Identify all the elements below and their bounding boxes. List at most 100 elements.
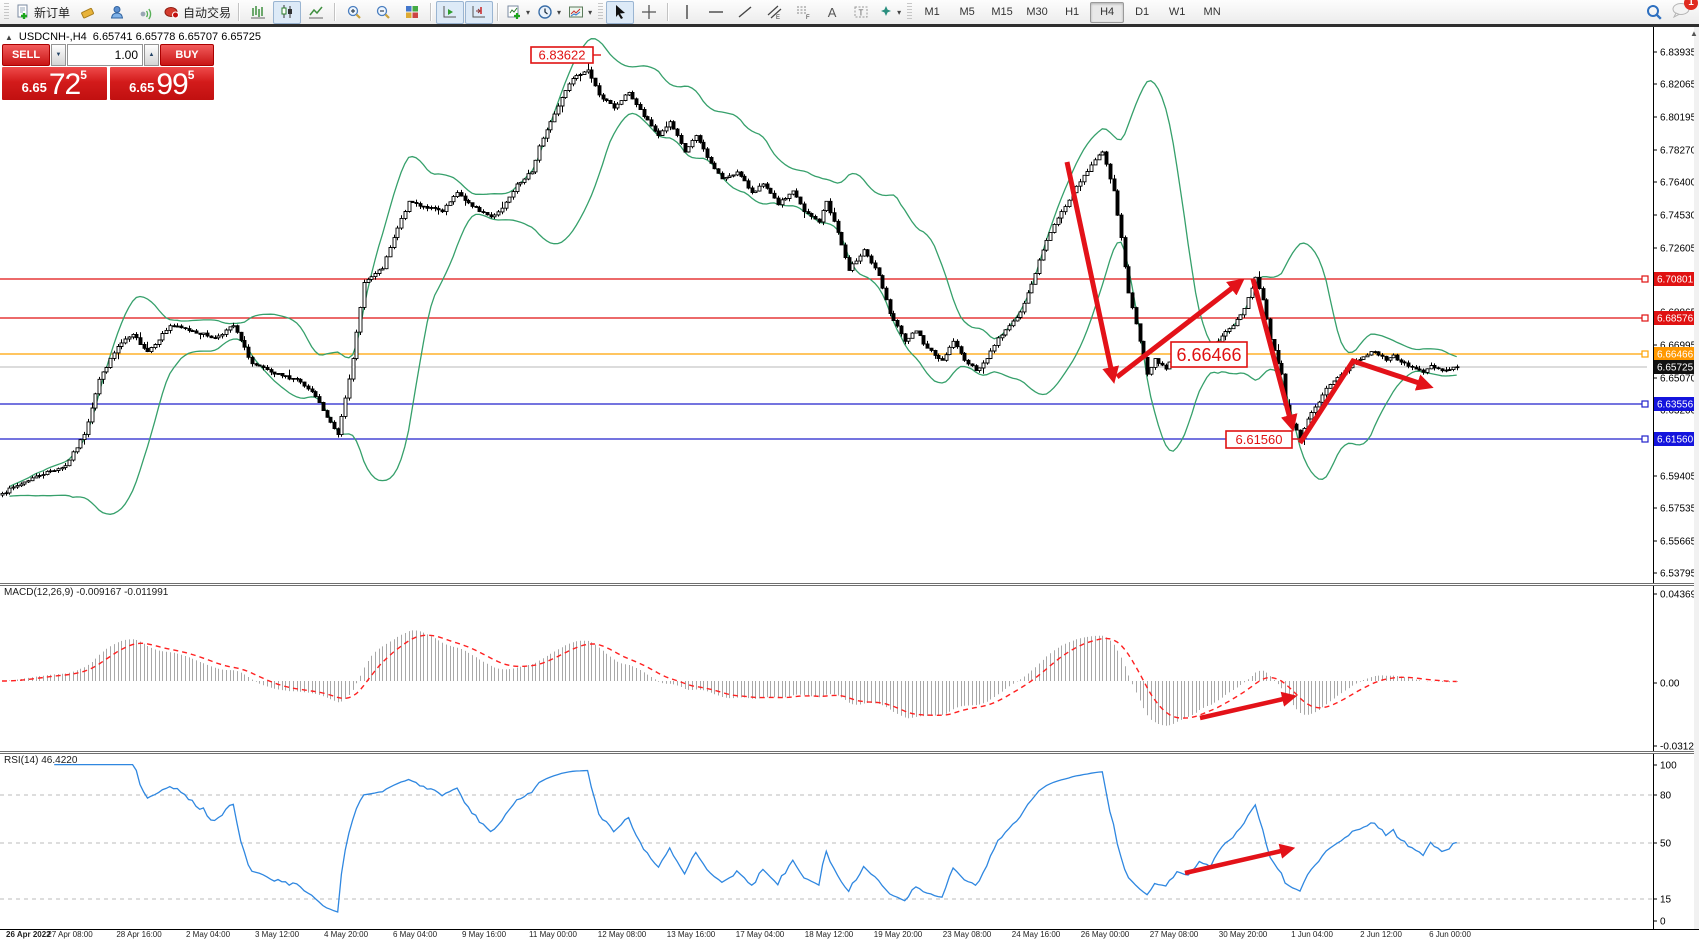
sell-price-big: 72 bbox=[48, 68, 81, 101]
chat-button[interactable]: 1 bbox=[1671, 0, 1698, 23]
buy-price-display[interactable]: 6.65 99 5 bbox=[109, 67, 214, 100]
crosshair-button[interactable] bbox=[635, 1, 663, 24]
svg-text:6.66995: 6.66995 bbox=[1660, 341, 1697, 352]
bar-chart-icon bbox=[251, 6, 266, 19]
equidistant-channel-icon: E bbox=[767, 5, 782, 20]
clock-icon bbox=[538, 5, 552, 19]
fibonacci-button[interactable]: F bbox=[789, 1, 817, 24]
auto-scroll-icon bbox=[443, 6, 457, 18]
ohlc-values: 6.65741 6.65778 6.65707 6.65725 bbox=[92, 31, 261, 43]
fibonacci-icon: F bbox=[797, 6, 810, 20]
chevron-down-icon: ▾ bbox=[557, 7, 562, 17]
tile-windows-icon bbox=[406, 6, 419, 18]
window-frame-strip bbox=[0, 24, 1699, 27]
time-label: 3 May 12:00 bbox=[254, 930, 300, 939]
line-chart-button[interactable] bbox=[302, 1, 330, 24]
candle-chart-button[interactable] bbox=[273, 0, 302, 24]
time-label: 26 Apr 2022 bbox=[6, 930, 51, 939]
timeframe-W1[interactable]: W1 bbox=[1168, 6, 1186, 18]
volume-decrease-button[interactable]: ▼ bbox=[51, 44, 66, 66]
sell-price-sup: 5 bbox=[80, 68, 87, 82]
svg-text:6.68576: 6.68576 bbox=[1657, 314, 1694, 325]
timeframe-M15[interactable]: M15 bbox=[991, 6, 1013, 18]
toolbar: 新订单 自动交易 bbox=[0, 0, 1699, 24]
sell-price-display[interactable]: 6.65 72 5 bbox=[2, 67, 107, 100]
crosshair-icon bbox=[642, 5, 657, 19]
timeframe-D1[interactable]: D1 bbox=[1135, 6, 1150, 18]
time-label: 23 May 08:00 bbox=[942, 930, 992, 939]
equidistant-channel-button[interactable]: E bbox=[760, 1, 788, 24]
buy-price-small: 6.65 bbox=[129, 80, 155, 95]
svg-text:6.57535: 6.57535 bbox=[1660, 504, 1697, 515]
notification-badge: 1 bbox=[1684, 0, 1698, 10]
eraser-button[interactable] bbox=[74, 1, 102, 24]
chart-shift-button[interactable] bbox=[465, 0, 494, 24]
time-label: 27 Apr 08:00 bbox=[47, 930, 93, 939]
timeframe-MN[interactable]: MN bbox=[1203, 6, 1221, 18]
time-label: 19 May 20:00 bbox=[873, 930, 923, 939]
svg-text:6.55665: 6.55665 bbox=[1660, 537, 1697, 548]
rsi-pane-separator[interactable] bbox=[0, 751, 1699, 754]
time-label: 4 May 20:00 bbox=[323, 930, 369, 939]
trend-line-button[interactable] bbox=[731, 1, 759, 24]
search-icon[interactable] bbox=[1646, 4, 1663, 21]
svg-text:6.61560: 6.61560 bbox=[1236, 432, 1283, 447]
one-click-trading-panel: SELL ▼ 1.00 ▲ BUY 6.65 72 5 6.65 99 5 bbox=[2, 44, 214, 100]
autotrade-button[interactable]: 自动交易 bbox=[161, 1, 234, 24]
alerts-button[interactable] bbox=[132, 1, 160, 24]
time-label: 26 May 00:00 bbox=[1080, 930, 1130, 939]
toolbar-grip[interactable] bbox=[907, 3, 913, 21]
volume-input[interactable]: 1.00 bbox=[67, 44, 143, 66]
chevron-down-icon: ▾ bbox=[588, 7, 593, 17]
cursor-button[interactable] bbox=[606, 0, 635, 24]
svg-text:6.53795: 6.53795 bbox=[1660, 569, 1697, 580]
time-label: 6 Jun 00:00 bbox=[1429, 930, 1471, 939]
tile-windows-button[interactable] bbox=[398, 1, 426, 24]
toolbar-grip[interactable] bbox=[598, 3, 604, 21]
time-label: 9 May 16:00 bbox=[461, 930, 507, 939]
sell-button[interactable]: SELL bbox=[2, 44, 50, 66]
auto-scroll-button[interactable] bbox=[436, 0, 465, 24]
time-label: 27 May 08:00 bbox=[1149, 930, 1199, 939]
timeframe-H1[interactable]: H1 bbox=[1065, 6, 1080, 18]
text-annotation-button[interactable]: A bbox=[818, 1, 846, 24]
timeframe-H4[interactable]: H4 bbox=[1090, 1, 1125, 23]
vertical-scrollbar[interactable] bbox=[1694, 27, 1699, 929]
periods-button[interactable]: ▾ bbox=[534, 1, 564, 24]
macd-pane-separator[interactable] bbox=[0, 583, 1699, 586]
svg-text:6.78270: 6.78270 bbox=[1660, 146, 1697, 157]
zoom-in-button[interactable] bbox=[340, 1, 368, 24]
autotrade-icon bbox=[164, 7, 180, 19]
horizontal-line-button[interactable] bbox=[702, 1, 730, 24]
time-axis[interactable]: 26 Apr 2022 27 Apr 08:00 28 Apr 16:00 2 May… bbox=[0, 930, 1699, 941]
profiles-button[interactable] bbox=[103, 1, 131, 24]
shapes-button[interactable]: ▾ bbox=[876, 1, 904, 24]
line-chart-icon bbox=[309, 6, 324, 19]
time-label: 2 May 04:00 bbox=[185, 930, 231, 939]
new-order-button[interactable]: 新订单 bbox=[12, 1, 73, 24]
templates-button[interactable]: ▾ bbox=[565, 1, 595, 24]
volume-increase-button[interactable]: ▲ bbox=[144, 44, 159, 66]
svg-text:50: 50 bbox=[1660, 839, 1672, 850]
timeframe-M5[interactable]: M5 bbox=[959, 6, 975, 18]
timeframe-M1[interactable]: M1 bbox=[924, 6, 940, 18]
svg-text:-0.031271: -0.031271 bbox=[1660, 742, 1699, 753]
svg-text:0: 0 bbox=[1660, 917, 1666, 928]
price-axis-border bbox=[1653, 27, 1654, 929]
toolbar-grip[interactable] bbox=[4, 3, 9, 21]
timeframe-M30[interactable]: M30 bbox=[1026, 6, 1048, 18]
bar-chart-button[interactable] bbox=[244, 1, 272, 24]
buy-button[interactable]: BUY bbox=[160, 44, 214, 66]
time-label: 13 May 16:00 bbox=[666, 930, 716, 939]
scrollbar-up-icon[interactable]: ▲ bbox=[1690, 29, 1698, 38]
indicators-button[interactable]: ▾ bbox=[503, 1, 533, 24]
time-label: 28 Apr 16:00 bbox=[116, 930, 162, 939]
time-label: 24 May 16:00 bbox=[1011, 930, 1061, 939]
zoom-out-button[interactable] bbox=[369, 1, 397, 24]
eraser-icon bbox=[81, 7, 94, 19]
svg-text:100: 100 bbox=[1660, 761, 1677, 772]
time-label: 1 Jun 04:00 bbox=[1291, 930, 1333, 939]
text-label-button[interactable]: T bbox=[847, 1, 875, 24]
vertical-line-button[interactable] bbox=[673, 1, 701, 24]
